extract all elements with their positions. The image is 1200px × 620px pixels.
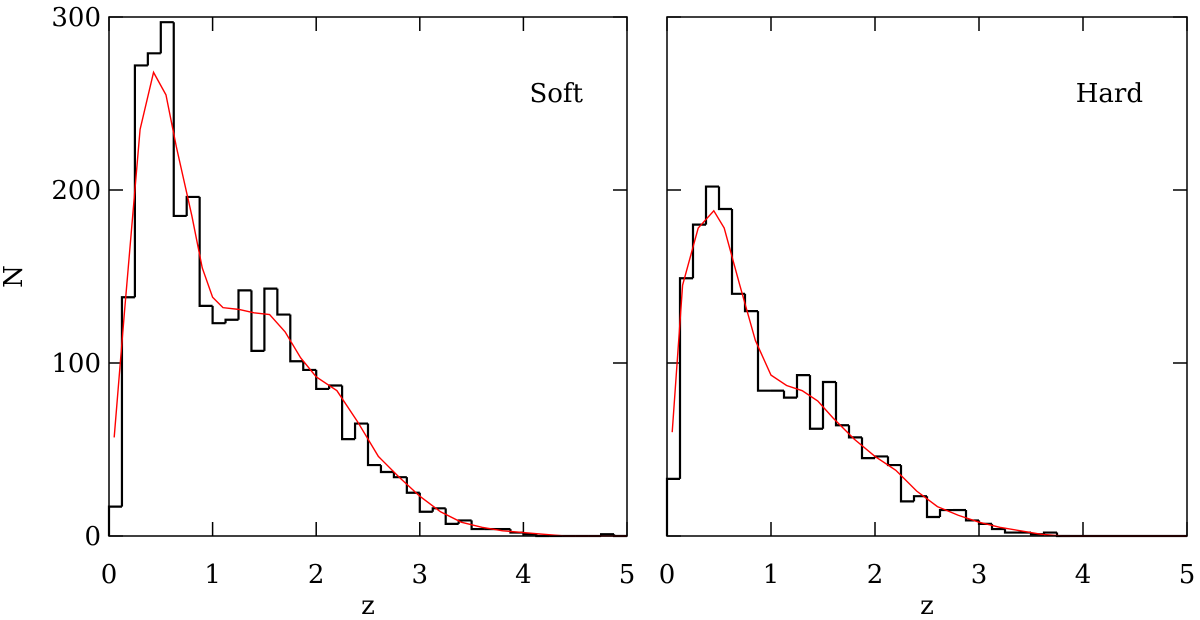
histogram-bin <box>821 380 836 429</box>
histogram-bin <box>302 361 317 372</box>
fit-line <box>671 209 1187 537</box>
x-tick-label: 3 <box>412 560 429 590</box>
histogram-bin <box>392 471 407 479</box>
histogram-bin <box>899 465 914 503</box>
histogram-bin <box>418 492 433 513</box>
plot-frame <box>108 16 628 537</box>
x-tick-label: 4 <box>1075 560 1092 590</box>
y-axis-label: N <box>0 265 29 288</box>
histogram-bin <box>860 437 875 460</box>
y-tick-label: 100 <box>51 349 101 379</box>
x-tick-label: 2 <box>867 560 884 590</box>
histogram-bin <box>172 22 187 218</box>
histogram-bin <box>470 520 485 531</box>
x-axis-label: z <box>361 591 375 620</box>
annotation: Soft <box>529 79 583 109</box>
plot-frame <box>666 16 1188 537</box>
histogram-bin <box>185 195 200 216</box>
y-tick-label: 300 <box>51 3 101 33</box>
histogram-bin <box>289 314 304 363</box>
x-axis-label: z <box>920 591 934 620</box>
histogram-bin <box>938 508 953 517</box>
histogram-bin <box>198 196 213 308</box>
annotation: Hard <box>1076 79 1143 109</box>
x-tick-label: 1 <box>204 560 221 590</box>
histogram-bin <box>431 507 446 512</box>
x-tick-label: 5 <box>1179 560 1196 590</box>
histogram-bin <box>925 496 940 519</box>
histogram-bin <box>263 287 278 351</box>
histogram-bin <box>743 293 758 313</box>
x-tick-label: 4 <box>515 560 532 590</box>
histogram-bin <box>366 423 381 467</box>
histogram-bin <box>834 382 849 427</box>
x-tick-label: 5 <box>619 560 636 590</box>
histogram-bin <box>1003 529 1018 534</box>
fit-line <box>113 70 627 537</box>
histogram-bin <box>665 477 680 536</box>
x-tick-label: 1 <box>763 560 780 590</box>
histogram-bin <box>237 289 252 320</box>
histogram-bin <box>211 305 226 325</box>
histogram-bin <box>886 456 901 467</box>
histogram-bin <box>315 369 330 391</box>
histogram-bin <box>730 209 745 295</box>
histogram-bin <box>782 390 797 399</box>
histogram-bin <box>224 318 239 324</box>
histogram-bin <box>133 64 148 298</box>
histogram-bin <box>159 21 174 54</box>
x-tick-label: 2 <box>308 560 325 590</box>
histogram-bin <box>107 505 122 536</box>
x-tick-label: 0 <box>101 560 118 590</box>
histogram-bin <box>808 375 823 430</box>
histogram-bin <box>341 385 356 441</box>
x-tick-label: 3 <box>971 560 988 590</box>
histogram-bin <box>756 311 771 392</box>
histogram-bin <box>146 52 161 66</box>
histogram-bin <box>1042 531 1057 535</box>
histogram-bin <box>353 422 368 440</box>
histogram-bin <box>276 288 291 316</box>
histogram-bin <box>704 185 719 225</box>
histogram-bin <box>795 374 810 398</box>
histogram-bin <box>379 465 394 474</box>
histogram-bin <box>250 290 265 352</box>
histogram-bin <box>691 223 706 279</box>
histogram-bin <box>717 186 732 211</box>
histogram-bin <box>678 277 693 479</box>
histogram-bin <box>444 508 459 525</box>
histogram-bin <box>847 425 862 439</box>
x-tick-label: 0 <box>659 560 676 590</box>
y-tick-label: 200 <box>51 176 101 206</box>
y-tick-label: 0 <box>84 522 101 552</box>
histogram-bin <box>120 296 135 507</box>
